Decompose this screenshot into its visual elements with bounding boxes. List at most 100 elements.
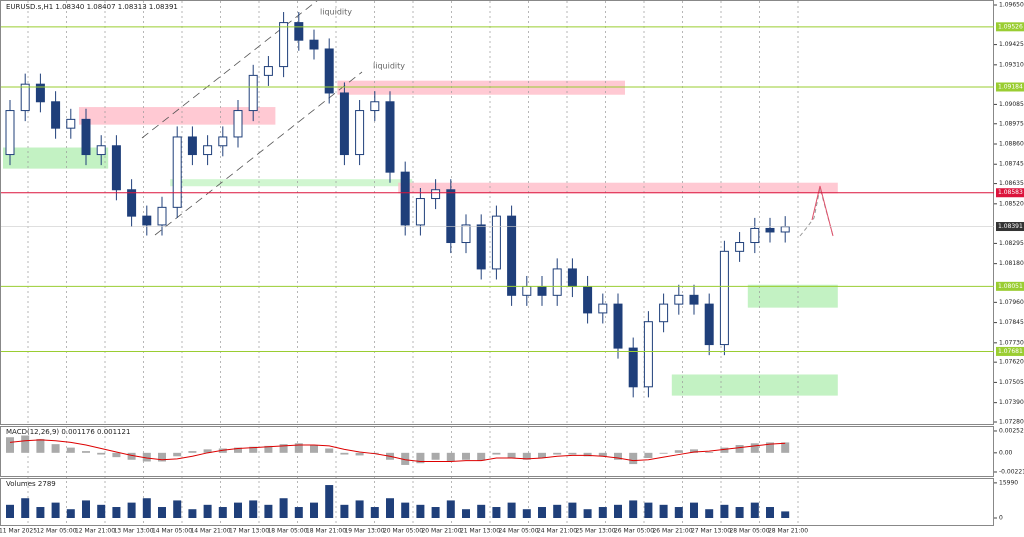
macd-bar — [340, 452, 349, 455]
candle-body — [5, 110, 15, 156]
y-tick-label: 1.08520 — [999, 200, 1024, 207]
level-tag — [996, 82, 1024, 92]
candle-body — [294, 22, 304, 41]
zone — [170, 179, 413, 187]
macd-bar — [66, 447, 75, 453]
y-tick-label: 1.08860 — [999, 141, 1024, 148]
chart-header: EURUSD.s,H1 1.08340 1.08407 1.08313 1.08… — [6, 3, 178, 11]
volume-bar — [82, 500, 90, 518]
candle-body — [218, 136, 228, 147]
volume-bar — [279, 498, 288, 518]
macd-pane — [0, 426, 994, 477]
volume-bar — [203, 504, 212, 518]
volume-bar — [507, 502, 516, 518]
volume-bar — [6, 504, 14, 518]
volume-bar — [21, 498, 30, 518]
candle-body — [309, 39, 319, 50]
candle-body — [552, 268, 562, 296]
zone — [747, 284, 838, 308]
time-label: 26 Mar 21:00 — [652, 528, 692, 535]
volume-bar — [462, 509, 470, 518]
candle-body — [583, 286, 593, 314]
candle-body — [233, 110, 243, 138]
time-label: 20 Mar 05:00 — [383, 528, 423, 535]
macd-bar — [355, 452, 364, 456]
candle-body — [203, 145, 213, 156]
macd-bar — [507, 452, 516, 459]
y-tick-label: 1.07505 — [999, 379, 1024, 386]
time-label: 12 Mar 21:00 — [75, 528, 115, 535]
candle-body — [248, 74, 258, 112]
volume-bar — [766, 507, 774, 518]
volume-bar — [644, 502, 653, 518]
candle-body — [339, 92, 349, 156]
volume-bar — [127, 502, 136, 518]
candle-body — [66, 118, 76, 129]
macd-bar — [416, 452, 425, 464]
volume-bar — [735, 507, 744, 518]
volume-bar — [705, 509, 714, 518]
macd-bar — [614, 452, 622, 460]
candle-body — [537, 286, 547, 296]
macd-bar — [234, 447, 242, 453]
macd-bar — [112, 452, 121, 458]
candle-body — [111, 145, 121, 191]
main-layer — [5, 12, 790, 398]
y-tick-label: 1.07730 — [999, 339, 1024, 346]
macd-bar — [294, 443, 303, 453]
macd-bar — [188, 451, 197, 453]
macd-bar — [310, 445, 318, 453]
macd-bar — [264, 445, 273, 453]
macd-bar — [492, 452, 501, 455]
macd-bar — [750, 443, 759, 453]
time-label: 27 Mar 13:00 — [691, 528, 731, 535]
volume-bar — [36, 507, 45, 518]
volume-bar — [568, 502, 577, 518]
time-label: 20 Mar 21:00 — [421, 528, 461, 535]
annotation: liquidity — [320, 8, 352, 17]
level-tag-label: 1.09526 — [998, 23, 1023, 30]
volume-bar — [370, 507, 379, 518]
macd-bar — [568, 452, 577, 455]
volume-bar — [538, 507, 546, 518]
macd-bar — [659, 452, 668, 454]
candle-body — [719, 250, 729, 346]
volume-tick-label: 0 — [999, 515, 1003, 522]
macd-bar — [6, 437, 14, 453]
time-label: 28 Mar 21:00 — [768, 528, 808, 535]
macd-bar — [477, 452, 486, 461]
level-tag-label: 1.07681 — [998, 348, 1023, 355]
volume-bar — [522, 509, 531, 518]
y-tick-label: 1.07390 — [999, 399, 1024, 406]
macd-bar — [203, 449, 212, 453]
volume-bar — [720, 504, 729, 518]
candle-body — [507, 215, 517, 296]
candle-body — [81, 118, 91, 156]
macd-bar — [325, 448, 334, 453]
time-label: 19 Mar 13:00 — [344, 528, 384, 535]
volume-bar — [340, 504, 349, 518]
y-tick-label: 1.09650 — [999, 2, 1024, 9]
macd-bar — [21, 435, 30, 453]
time-label: 24 Mar 21:00 — [537, 528, 577, 535]
volume-bar — [112, 507, 121, 518]
time-label: 25 Mar 13:00 — [575, 528, 615, 535]
macd-bar — [431, 452, 440, 460]
macd-bar — [82, 451, 90, 453]
level-tag-label: 1.08051 — [998, 283, 1023, 290]
macd-bar — [36, 438, 45, 453]
volume-bar — [173, 500, 182, 518]
volume-bar — [614, 504, 622, 518]
macd-bar — [735, 445, 744, 453]
volume-bar — [583, 509, 592, 518]
macd-bar — [781, 442, 790, 453]
time-label: 11 Mar 2025 — [0, 528, 37, 535]
candle-body — [476, 224, 486, 270]
candle-body — [491, 215, 501, 270]
pane-borders — [0, 0, 994, 526]
y-tick-label: 1.08745 — [999, 161, 1024, 168]
candle-body — [157, 206, 167, 226]
candle-body — [370, 101, 380, 112]
candle-body — [400, 171, 410, 226]
candle-body — [780, 226, 790, 233]
